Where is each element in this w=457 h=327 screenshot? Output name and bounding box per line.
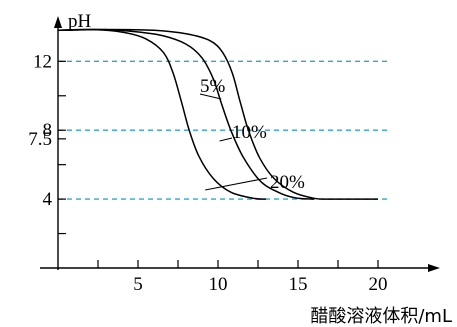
- y-axis-arrow-icon: [54, 16, 62, 28]
- y-tick-label: 7.5: [28, 129, 52, 150]
- y-tick-label: 12: [33, 51, 52, 72]
- y-tick-label: 8: [43, 120, 53, 141]
- reference-lines: [58, 60, 390, 200]
- x-tick-label: 5: [133, 274, 143, 295]
- series-curve-20pct: [57, 28, 267, 200]
- series-curve-10pct: [57, 28, 315, 200]
- x-tick-label: 15: [289, 274, 308, 295]
- annotation-leader: [205, 177, 268, 191]
- series-curve-5pct: [57, 28, 379, 200]
- x-tick-label: 20: [369, 274, 388, 295]
- series-annotations: 5% 10% 20%: [199, 76, 305, 193]
- annotation-leader: [219, 137, 233, 142]
- series-curves: [57, 28, 379, 200]
- ticks: 5 10 15 20 12 87.5 4: [28, 51, 387, 295]
- y-axis-label: pH: [68, 11, 92, 32]
- x-tick-label: 10: [209, 274, 228, 295]
- y-tick-label: 4: [43, 189, 53, 210]
- x-axis-label: 醋酸溶液体积/mL: [310, 306, 452, 327]
- annotation-label-5pct: 5%: [200, 76, 226, 97]
- annotation-label-10pct: 10%: [232, 122, 267, 143]
- axes: pH 醋酸溶液体积/mL: [40, 11, 452, 327]
- annotation-leader: [199, 93, 222, 100]
- x-axis-arrow-icon: [428, 264, 440, 272]
- annotation-label-20pct: 20%: [270, 172, 305, 193]
